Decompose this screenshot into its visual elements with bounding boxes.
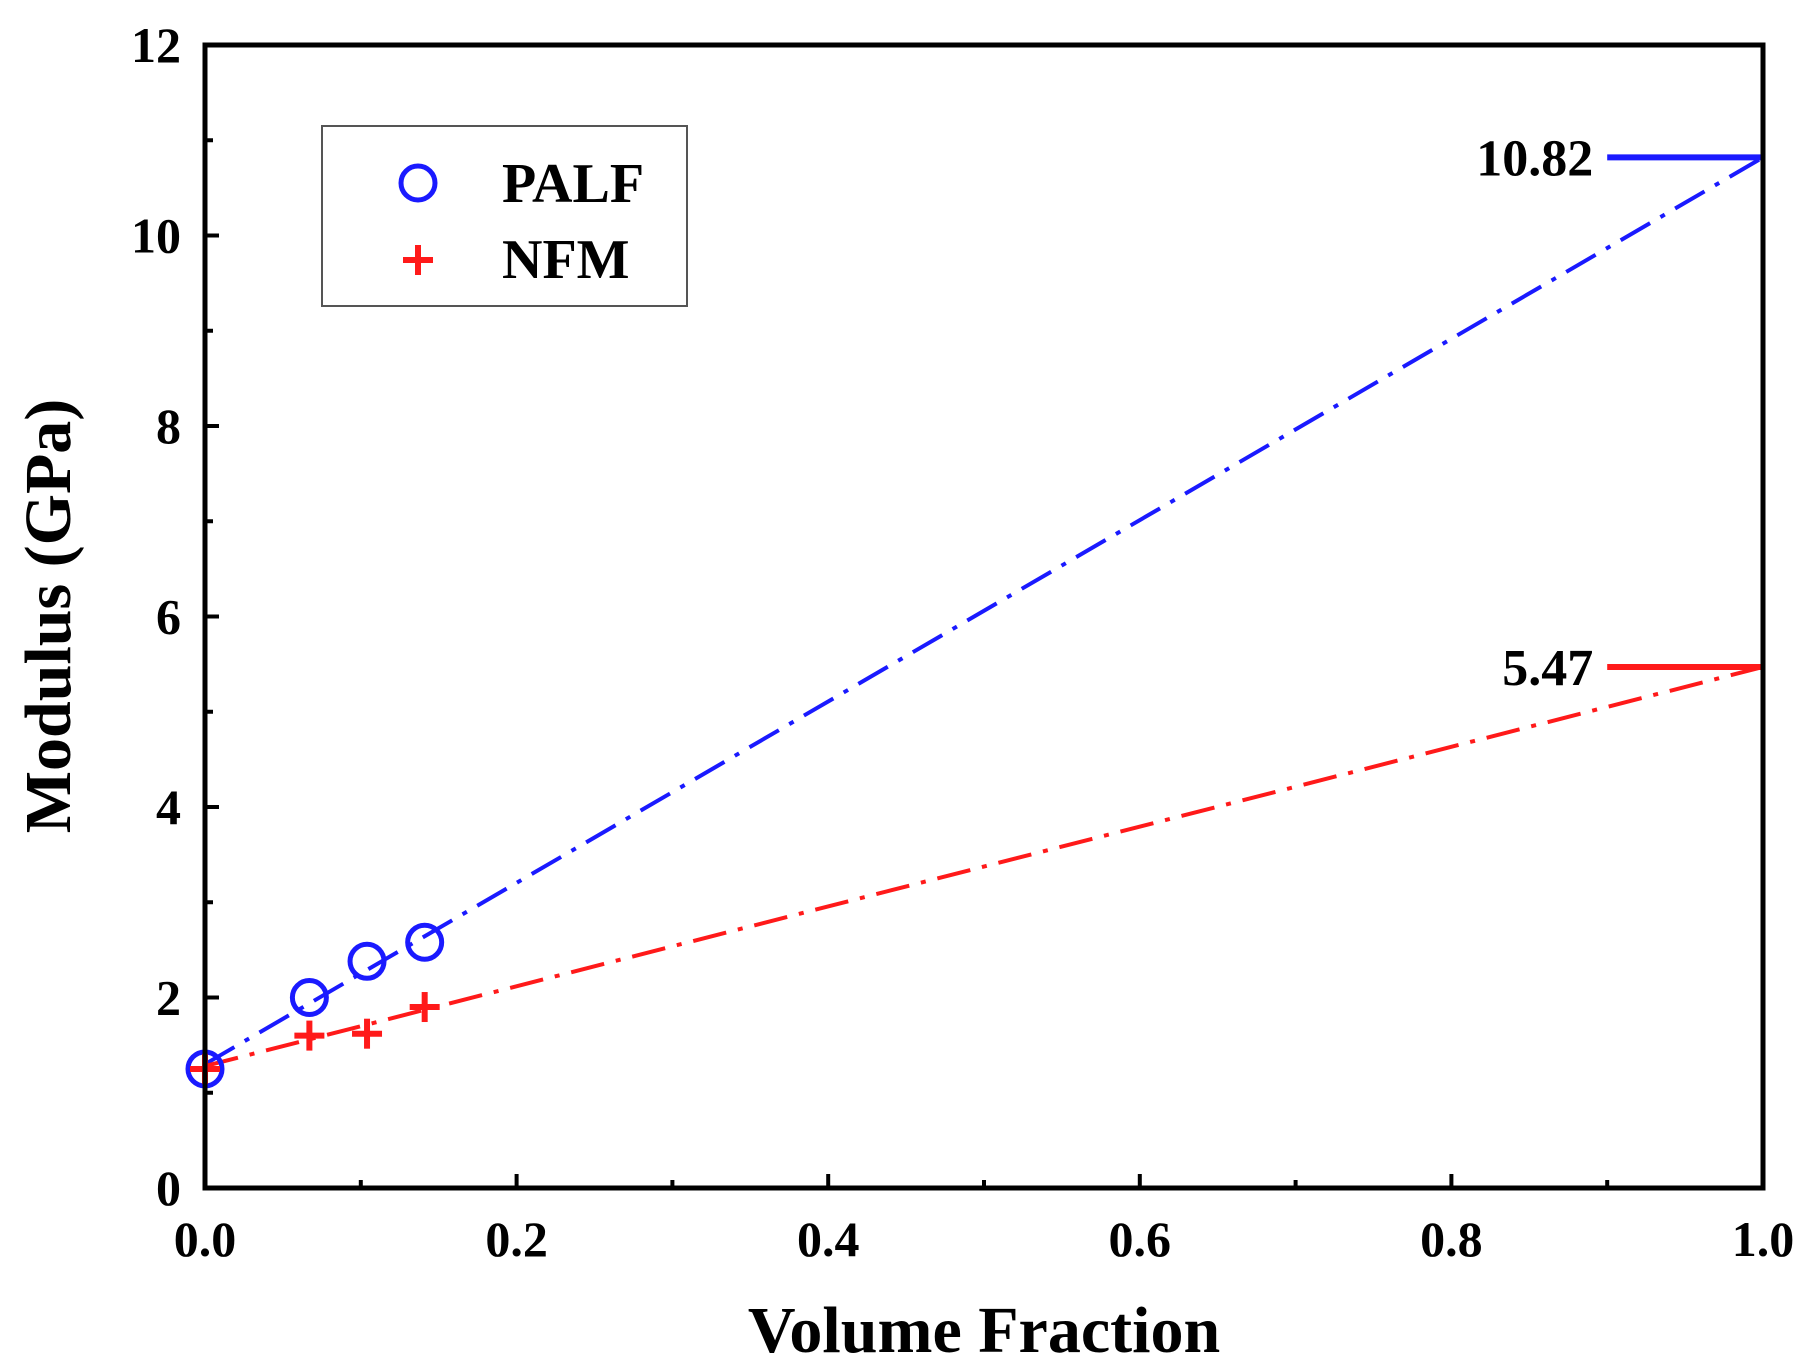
y-tick-label: 8 — [156, 398, 181, 454]
x-tick-label: 1.0 — [1732, 1211, 1795, 1267]
y-tick-label: 12 — [131, 17, 181, 73]
value-label-palf: 10.82 — [1476, 130, 1593, 187]
fit-line-nfm — [204, 665, 1764, 1069]
point-nfm-1 — [294, 1020, 325, 1051]
point-nfm-3 — [409, 992, 440, 1023]
axis-ticks — [203, 43, 1765, 1190]
point-palf-1 — [289, 978, 329, 1017]
x-axis-title: Volume Fraction — [748, 1294, 1220, 1367]
legend-marker-palf — [398, 163, 438, 203]
legend-plus-nfm — [403, 245, 433, 275]
point-palf-2 — [347, 941, 387, 981]
point-palf-3 — [405, 922, 445, 962]
legend-label-palf: PALF — [502, 153, 644, 215]
fit-lines — [203, 155, 1765, 1069]
x-tick-label: 0.8 — [1420, 1211, 1483, 1267]
y-tick-label: 4 — [156, 779, 181, 835]
legend-label-nfm: NFM — [502, 229, 630, 291]
legend-marker-nfm — [403, 245, 433, 275]
legend-circle-palf — [398, 163, 438, 203]
y-tick-label: 10 — [131, 208, 181, 264]
legend: PALF NFM — [321, 125, 688, 307]
x-tick-label: 0.4 — [797, 1211, 860, 1267]
fit-line-palf — [203, 155, 1765, 1066]
y-tick-label: 6 — [156, 589, 181, 645]
value-annotations: 10.82 5.47 — [1476, 130, 1763, 697]
legend-box — [321, 125, 688, 307]
y-tick-label: 2 — [156, 970, 181, 1026]
x-tick-label: 0.0 — [174, 1211, 237, 1267]
y-tick-label: 0 — [156, 1160, 181, 1216]
value-label-nfm: 5.47 — [1502, 640, 1593, 697]
y-axis-title: Modulus (GPa) — [12, 399, 85, 834]
x-tick-label: 0.2 — [485, 1211, 548, 1267]
point-nfm-2 — [352, 1018, 383, 1049]
x-tick-label: 0.6 — [1109, 1211, 1172, 1267]
axis-tick-labels: 0.0 0.2 0.4 0.6 0.8 1.0 0 2 4 6 8 10 12 — [131, 17, 1794, 1267]
